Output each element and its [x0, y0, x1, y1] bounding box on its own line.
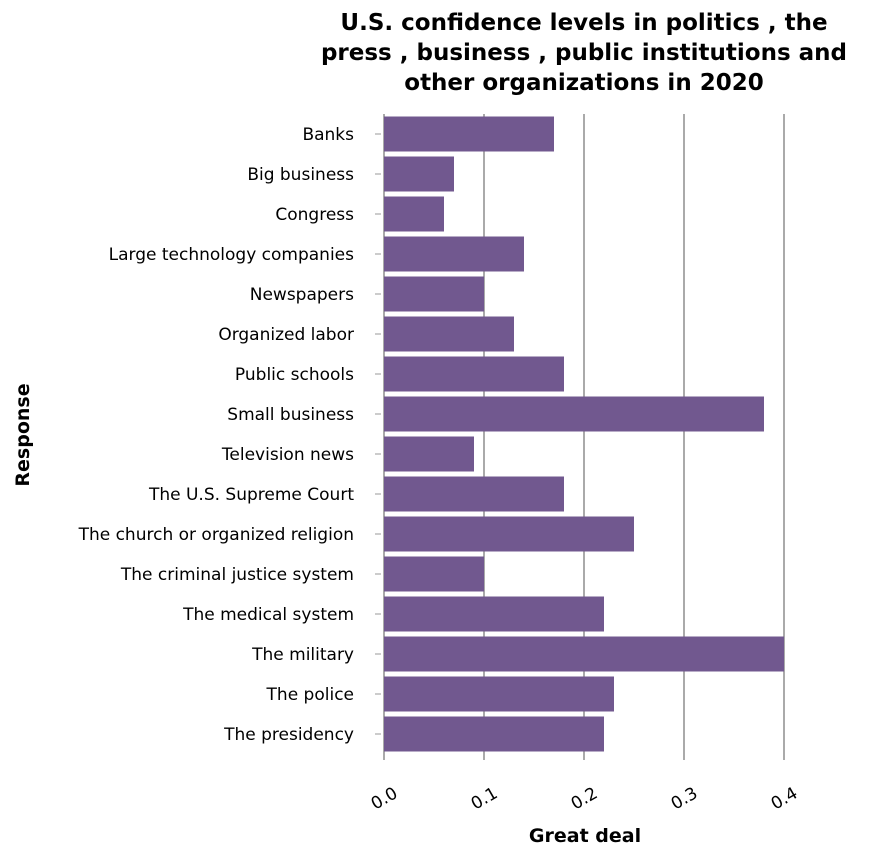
x-tick-label: 0.3 [668, 783, 701, 814]
chart-title-line-1: U.S. confidence levels in politics , the [340, 10, 827, 36]
y-tick-label: Organized labor [218, 325, 354, 345]
y-tick-label: The criminal justice system [120, 565, 354, 585]
y-tick-label: The medical system [182, 605, 354, 625]
bar [384, 236, 524, 272]
bar [384, 596, 604, 632]
y-tick-label: The presidency [223, 725, 354, 745]
y-axis: Banks Big business Congress Large technolog… [78, 125, 381, 745]
y-tick-label: Small business [227, 405, 354, 425]
bar [384, 276, 484, 312]
chart-title: U.S. confidence levels in politics , the… [321, 10, 847, 96]
bar [384, 316, 514, 352]
bar [384, 116, 554, 152]
y-tick-label: Public schools [235, 365, 354, 385]
bars [384, 116, 784, 752]
y-tick-label: Newspapers [250, 285, 354, 305]
bar [384, 196, 444, 232]
chart-title-line-3: other organizations in 2020 [404, 70, 763, 96]
x-tick-label: 0.2 [568, 783, 601, 814]
chart-title-line-2: press , business , public institutions a… [321, 40, 847, 66]
bar [384, 676, 614, 712]
bar [384, 716, 604, 752]
x-tick-label: 0.4 [768, 783, 801, 814]
y-axis-title: Response [12, 383, 34, 486]
y-tick-label: Banks [302, 125, 354, 145]
x-axis-title: Great deal [529, 825, 641, 847]
y-tick-label: Congress [275, 205, 354, 225]
y-tick-label: Big business [247, 165, 354, 185]
y-tick-label: The U.S. Supreme Court [148, 485, 354, 505]
bar [384, 156, 454, 192]
y-tick-label: Television news [221, 445, 354, 465]
y-tick-label: The police [266, 685, 354, 705]
y-tick-label: The church or organized religion [78, 525, 354, 545]
bar [384, 516, 634, 552]
bar [384, 636, 784, 672]
y-tick-label: The military [251, 645, 354, 665]
bar [384, 476, 564, 512]
x-tick-label: 0.0 [368, 783, 401, 814]
bar [384, 556, 484, 592]
bar [384, 436, 474, 472]
y-tick-label: Large technology companies [109, 245, 355, 265]
bar [384, 356, 564, 392]
x-tick-label: 0.1 [468, 783, 501, 814]
x-axis: 0.0 0.1 0.2 0.3 0.4 [368, 783, 801, 814]
bar [384, 396, 764, 432]
